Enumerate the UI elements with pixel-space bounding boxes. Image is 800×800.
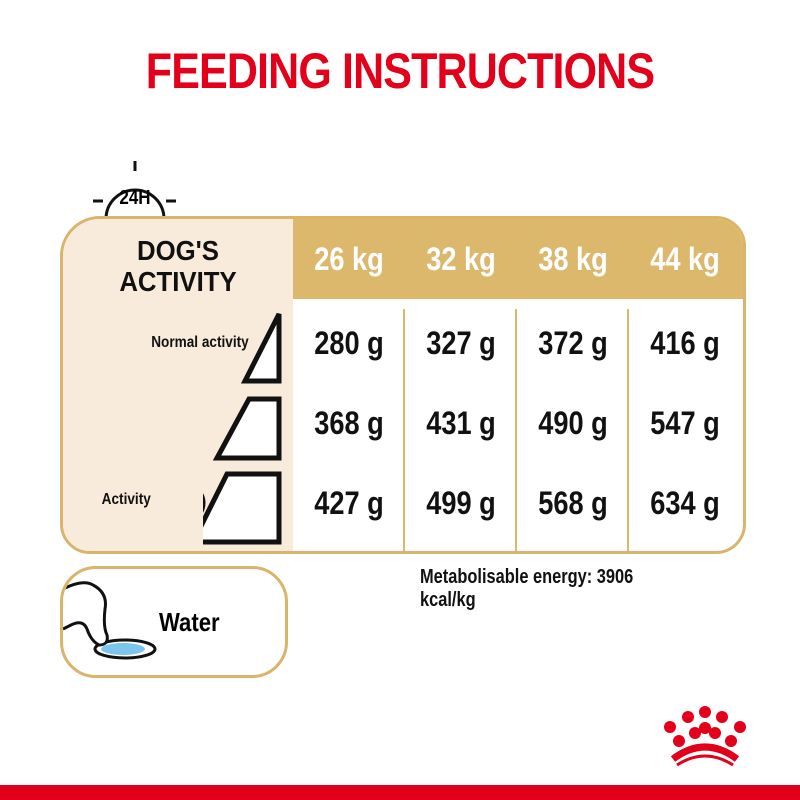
table-row: 280 g 327 g 372 g 416 g (293, 325, 743, 365)
table-row: 368 g 431 g 490 g 547 g (293, 405, 743, 445)
page-title: FEEDING INSTRUCTIONS (145, 43, 655, 99)
ration-cell: 327 g (426, 325, 496, 361)
ration-cell: 499 g (426, 485, 496, 521)
activity-header-line2: ACTIVITY (119, 266, 237, 297)
column-divider (627, 309, 629, 551)
ration-cell: 547 g (650, 405, 720, 441)
weight-col: 44 kg (650, 241, 720, 277)
weight-col: 32 kg (426, 241, 496, 277)
high-activity-label: Activity (101, 491, 151, 508)
ration-cell: 568 g (538, 485, 608, 521)
ration-cell: 280 g (314, 325, 384, 361)
royal-canin-crown-logo (664, 706, 746, 767)
ration-cell: 427 g (314, 485, 384, 521)
weight-col: 38 kg (538, 241, 608, 277)
feeding-table: DOG'S ACTIVITY Normal activity Activity … (60, 216, 746, 554)
normal-activity-label: Normal activity (151, 334, 249, 351)
column-divider (403, 309, 405, 551)
water-label: Water (159, 607, 220, 637)
activity-header: DOG'S ACTIVITY (72, 235, 284, 297)
clock-label: 24H (119, 187, 151, 209)
clock-24h-icon: 24H (90, 155, 180, 220)
column-divider (515, 309, 517, 551)
ration-cell: 431 g (426, 405, 496, 441)
ration-cell: 368 g (314, 405, 384, 441)
ration-cell: 416 g (650, 325, 720, 361)
ration-cell: 490 g (538, 405, 608, 441)
ration-cell: 372 g (538, 325, 608, 361)
ration-cell: 634 g (650, 485, 720, 521)
weight-col: 26 kg (314, 241, 384, 277)
dog-drinking-icon (63, 581, 157, 660)
metabolisable-energy: Metabolisable energy: 3906 kcal/kg (420, 566, 634, 611)
table-row: 427 g 499 g 568 g 634 g (293, 485, 743, 525)
activity-header-line1: DOG'S (137, 235, 219, 266)
activity-panel: DOG'S ACTIVITY Normal activity Activity (63, 219, 293, 551)
footer-red-bar (0, 785, 800, 800)
water-box: Water (60, 566, 288, 678)
activity-level-icon (203, 312, 282, 545)
weight-header: 26 kg 32 kg 38 kg 44 kg (293, 219, 743, 299)
